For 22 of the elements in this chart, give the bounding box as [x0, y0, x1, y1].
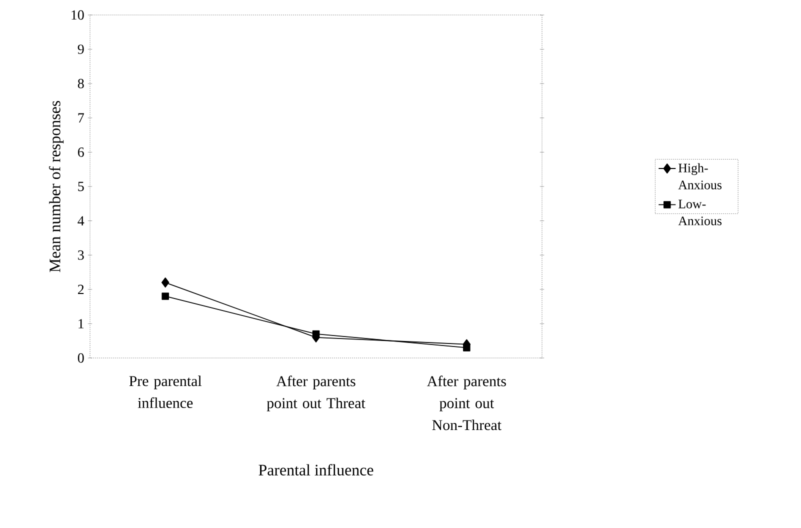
- point: [161, 277, 170, 288]
- y-tick-label: 9: [78, 44, 84, 54]
- y-tick-label: 7: [78, 113, 84, 122]
- x-tick-label: After parents point out Non-Threat: [426, 376, 506, 430]
- y-axis-title: Mean number of responses: [48, 100, 64, 272]
- point: [463, 344, 470, 352]
- legend-label: High-Anxious: [678, 163, 722, 190]
- y-tick-label: 3: [78, 250, 84, 260]
- x-axis-title: Parental influence: [258, 464, 374, 476]
- legend-label: Low-Anxious: [678, 200, 722, 226]
- y-tick-label: 6: [78, 148, 84, 157]
- x-tick-label: After parents point out Threat: [266, 376, 366, 412]
- y-tick-label: 2: [78, 284, 84, 294]
- y-tick-label: 1: [78, 319, 84, 328]
- y-tick-label: 8: [78, 78, 84, 88]
- y-tick-label: 0: [78, 353, 84, 363]
- point: [162, 292, 169, 300]
- y-tick-label: 4: [78, 216, 84, 226]
- y-tick-label: 10: [72, 10, 84, 20]
- x-tick-label: Pre parental influence: [129, 376, 202, 408]
- point: [312, 330, 320, 338]
- y-tick-label: 5: [78, 182, 84, 192]
